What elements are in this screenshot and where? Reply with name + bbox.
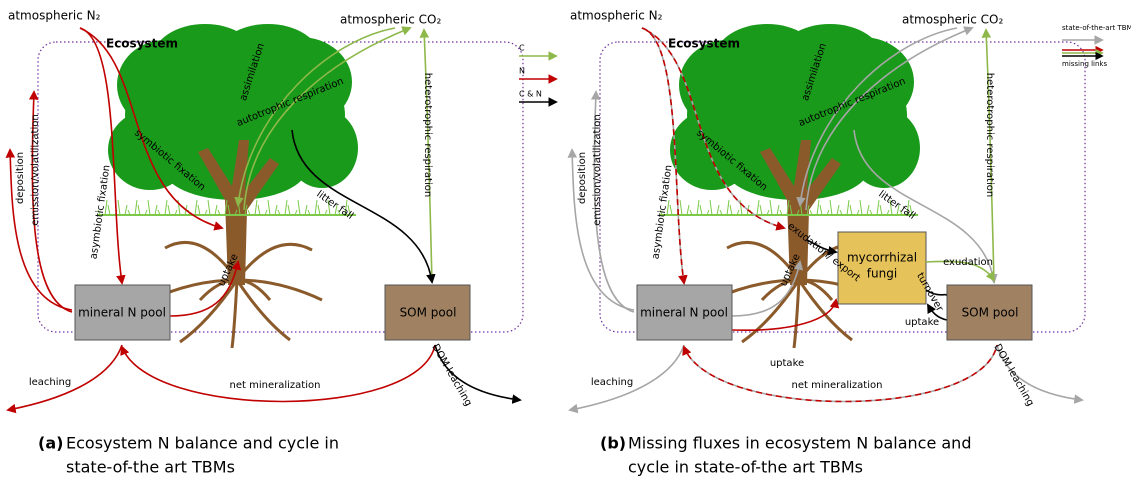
label: leaching — [591, 377, 633, 388]
label: mineral N pool — [78, 306, 166, 320]
label: SOM pool — [400, 306, 457, 320]
grass — [770, 200, 772, 215]
label: net mineralization — [792, 380, 883, 391]
label: deposition — [577, 152, 588, 204]
label: missing links — [1062, 60, 1107, 68]
grass — [275, 205, 277, 215]
grass — [168, 205, 170, 215]
grass — [820, 205, 822, 215]
grass — [850, 205, 852, 215]
label: uptake — [770, 358, 804, 369]
figure: mineral N pool SOM pool atmospheric N₂ atmo… — [0, 0, 1131, 491]
grass — [298, 200, 300, 215]
grass — [680, 200, 682, 215]
grass — [877, 200, 879, 215]
grass — [305, 205, 307, 215]
label: fungi — [867, 267, 897, 281]
canopy — [778, 24, 882, 92]
label: Ecosystem — [668, 37, 740, 51]
grass — [730, 205, 732, 215]
label: heterotrophic respiration — [984, 73, 995, 197]
grass — [830, 200, 832, 215]
label: emission/volatilization — [30, 114, 41, 225]
label: litter fall — [314, 189, 355, 222]
grass — [777, 205, 779, 215]
canopy — [216, 24, 320, 92]
caption: Ecosystem N balance and cycle in — [66, 434, 339, 453]
label: DOM leaching — [991, 342, 1035, 408]
grass — [258, 205, 260, 215]
flux-arrow — [684, 345, 997, 402]
grass — [867, 205, 869, 215]
label: atmospheric N₂ — [8, 9, 101, 23]
grass — [208, 200, 210, 215]
flux-arrow — [122, 345, 435, 402]
grass — [760, 205, 762, 215]
grass — [318, 205, 320, 215]
grass — [135, 200, 137, 215]
root — [232, 280, 237, 348]
label: N — [519, 67, 525, 76]
grass — [670, 205, 672, 215]
grass — [817, 200, 819, 215]
caption-label: (a) — [38, 434, 63, 453]
flux-arrow — [684, 345, 997, 402]
grass — [860, 200, 862, 215]
grass — [697, 200, 699, 215]
grass — [165, 200, 167, 215]
label: deposition — [15, 152, 26, 204]
label: C & N — [519, 90, 542, 99]
grass — [757, 200, 759, 215]
panel: mycorrhizal fungi mineral N pool SOM pool at… — [570, 9, 1131, 411]
caption-label: (b) — [600, 434, 626, 453]
caption: Missing fluxes in ecosystem N balance an… — [628, 434, 971, 453]
label: SOM pool — [962, 306, 1019, 320]
root — [237, 244, 312, 280]
grass — [198, 205, 200, 215]
grass — [268, 200, 270, 215]
grass — [148, 200, 150, 215]
panel: mineral N pool SOM pool atmospheric N₂ atmo… — [8, 9, 556, 411]
grass — [710, 200, 712, 215]
grass — [315, 200, 317, 215]
label: DOM leaching — [429, 342, 473, 408]
grass — [195, 200, 197, 215]
label: Ecosystem — [106, 37, 178, 51]
root — [794, 280, 799, 348]
label: mineral N pool — [640, 306, 728, 320]
label: state-of-the-art TBMs — [1062, 24, 1131, 32]
label: atmospheric CO₂ — [902, 13, 1003, 27]
grass — [847, 200, 849, 215]
grass — [155, 205, 157, 215]
label: emission/volatilization — [592, 114, 603, 225]
label: exudation — [943, 257, 993, 268]
grass — [255, 200, 257, 215]
label: C — [519, 44, 525, 53]
grass — [717, 205, 719, 215]
label: heterotrophic respiration — [422, 73, 433, 197]
grass — [215, 205, 217, 215]
label: atmospheric N₂ — [570, 9, 663, 23]
grass — [880, 205, 882, 215]
grass — [108, 205, 110, 215]
label: leaching — [29, 377, 71, 388]
label: litter fall — [876, 189, 917, 222]
grass — [118, 200, 120, 215]
label: net mineralization — [230, 380, 321, 391]
grass — [288, 205, 290, 215]
caption: state-of-the art TBMs — [66, 458, 235, 477]
grass — [125, 205, 127, 215]
root — [237, 280, 290, 340]
grass — [687, 205, 689, 215]
label: uptake — [905, 317, 939, 328]
grass — [837, 205, 839, 215]
label: mycorrhizal — [847, 251, 917, 265]
grass — [285, 200, 287, 215]
grass — [700, 205, 702, 215]
grass — [138, 205, 140, 215]
label: atmospheric CO₂ — [340, 13, 441, 27]
caption: cycle in state-of-the art TBMs — [628, 458, 863, 477]
grass — [727, 200, 729, 215]
